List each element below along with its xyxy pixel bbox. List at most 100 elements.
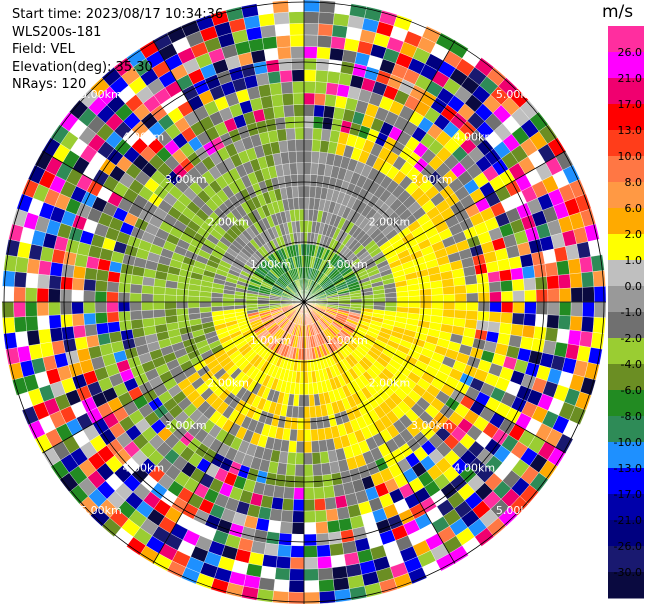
velocity-gate [293,487,305,500]
velocity-gate [106,281,120,293]
velocity-gate [269,508,283,522]
colorbar-cell [608,130,644,157]
velocity-gate [313,104,325,118]
velocity-gate [317,567,334,581]
velocity-gate [289,162,298,176]
velocity-gate [385,301,398,308]
range-ring-label: 4.00km [123,131,165,144]
velocity-gate [25,287,38,303]
velocity-gate [263,542,279,557]
velocity-gate [253,529,268,544]
velocity-gate [95,322,110,335]
velocity-gate [488,311,502,323]
velocity-gate [59,301,73,315]
velocity-gate [534,276,548,290]
velocity-gate [325,82,339,96]
velocity-gate [25,272,39,289]
velocity-gate [253,60,268,75]
velocity-gate [303,417,311,430]
velocity-gate [501,290,514,303]
velocity-gate [519,253,534,268]
colorbar-cell [608,26,644,53]
velocity-gate [263,47,279,62]
velocity-gate [291,57,305,71]
velocity-gate [84,267,98,281]
velocity-gate [62,338,77,353]
velocity-gate [556,260,570,276]
colorbar-cell [608,572,644,599]
velocity-gate [265,59,280,73]
velocity-gate [74,336,89,351]
velocity-gate [510,267,524,281]
velocity-gate [107,321,121,334]
velocity-gate [72,324,87,339]
velocity-gate [320,462,332,476]
velocity-gate [521,265,536,280]
velocity-gate [273,579,290,593]
range-ring-labels: 1.00km 1.00km 1.00km 1.00km 2.00km 2.00km 2.00… [80,88,537,517]
colorbar-cell [608,364,644,391]
velocity-gate [324,93,337,108]
velocity-gate [329,47,345,62]
velocity-gate [297,185,305,198]
velocity-gate [303,348,308,361]
elevation: Elevation(deg): 35.30 [12,59,153,75]
colorbar-cell [608,390,644,417]
velocity-gate [524,301,537,315]
velocity-gate [454,309,467,320]
colorbar-cell [608,416,644,443]
azimuth-spoke [152,40,305,303]
velocity-gate [581,271,595,288]
velocity-gate [274,567,291,581]
velocity-gate [288,440,297,453]
colorbar-tick-label: 10.0 [618,150,643,163]
velocity-gate [95,279,108,292]
colorbar-tick-label: -13.0 [614,462,642,475]
velocity-gate [303,57,317,71]
velocity-gate [279,69,293,83]
velocity-gate [267,519,282,534]
velocity-gate [36,301,49,317]
velocity-gate [559,287,572,303]
velocity-gate [48,288,61,303]
velocity-gate [290,174,299,187]
velocity-gate [331,565,348,580]
velocity-gate [488,281,502,293]
velocity-gate [48,275,62,290]
velocity-gate [288,151,297,164]
velocity-gate [544,261,559,277]
velocity-gate [294,127,305,140]
velocity-gate [430,287,444,296]
velocity-gate [303,522,317,535]
velocity-gate [286,452,297,465]
velocity-gate [303,383,310,396]
velocity-gate [187,301,200,309]
velocity-gate [336,506,351,521]
velocity-gate [579,330,593,348]
velocity-gate [326,519,341,534]
velocity-gate [556,328,570,344]
velocity-gate [274,23,291,37]
velocity-gate [176,295,189,303]
colorbar-tick-label: -2.0 [621,332,642,345]
velocity-gate [297,406,305,419]
velocity-gate [311,440,320,453]
velocity-gate [303,510,316,523]
azimuth-spoke [303,40,456,303]
range-ring-label: 1.00km [326,258,368,271]
velocity-gate [164,294,177,303]
velocity-gate [295,139,305,152]
velocity-gate [199,306,212,314]
colorbar-cell [608,78,644,105]
velocity-gate [303,441,313,454]
velocity-gate [567,329,582,346]
velocity-gate [582,301,595,318]
velocity-gate [288,580,305,593]
velocity-gate [60,314,74,328]
velocity-gate [443,293,456,303]
velocity-gate [308,394,316,407]
colorbar-cell [608,52,644,79]
colorbar-cell [608,338,644,365]
range-ring-label: 3.00km [411,173,453,186]
velocity-gate [581,316,595,333]
